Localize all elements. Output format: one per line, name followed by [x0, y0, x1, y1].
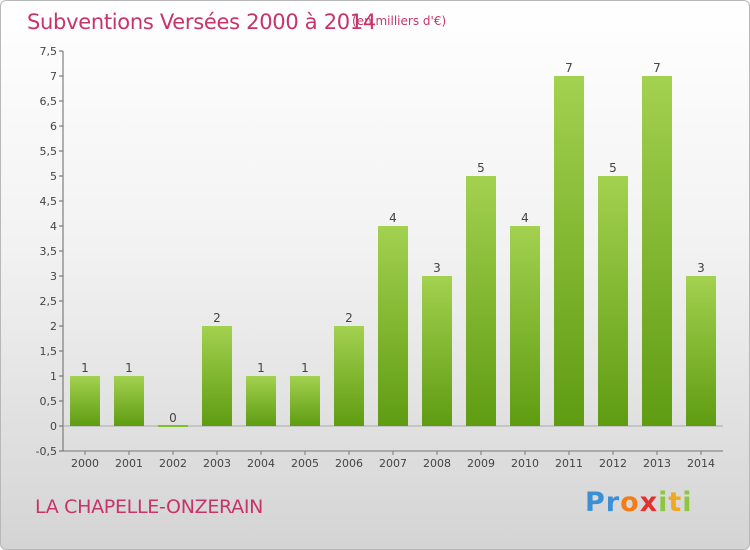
- x-tick-label: 2011: [555, 457, 583, 470]
- logo-letter: o: [620, 487, 640, 518]
- y-tick-label: 7,5: [40, 45, 58, 58]
- logo-letter: i: [658, 487, 669, 518]
- bar: [598, 176, 628, 426]
- x-tick-label: 2003: [203, 457, 231, 470]
- data-label: 1: [301, 361, 309, 375]
- data-label: 7: [653, 61, 661, 75]
- unit-note: (en milliers d'€): [352, 14, 447, 28]
- x-tick-label: 2000: [71, 457, 99, 470]
- data-label: 4: [521, 211, 529, 225]
- data-label: 2: [345, 311, 353, 325]
- y-tick-label: 6: [50, 120, 57, 133]
- y-tick-label: 7: [50, 70, 57, 83]
- data-label: 0: [169, 411, 177, 425]
- bar: [290, 376, 320, 426]
- x-tick-label: 2006: [335, 457, 363, 470]
- y-tick-label: 2,5: [40, 295, 58, 308]
- bar: [466, 176, 496, 426]
- bars: [70, 76, 716, 427]
- y-tick-label: 6,5: [40, 95, 58, 108]
- bar: [202, 326, 232, 426]
- y-tick-label: 0: [50, 420, 57, 433]
- y-tick-label: 0,5: [40, 395, 58, 408]
- logo-letter: t: [668, 487, 683, 518]
- x-tick-label: 2001: [115, 457, 143, 470]
- x-tick-label: 2009: [467, 457, 495, 470]
- x-tick-label: 2014: [687, 457, 715, 470]
- bar: [114, 376, 144, 426]
- x-tick-label: 2004: [247, 457, 275, 470]
- data-label: 3: [433, 261, 441, 275]
- bar: [642, 76, 672, 426]
- bar: [686, 276, 716, 426]
- data-label: 7: [565, 61, 573, 75]
- logo-letter: r: [605, 487, 621, 518]
- data-label: 5: [609, 161, 617, 175]
- y-tick-label: -0,5: [36, 445, 57, 458]
- y-tick-label: 5: [50, 170, 57, 183]
- logo-letter: P: [585, 487, 606, 518]
- y-tick-label: 1: [50, 370, 57, 383]
- y-tick-label: 3: [50, 270, 57, 283]
- bar: [378, 226, 408, 426]
- bar: [158, 425, 188, 427]
- data-label: 1: [81, 361, 89, 375]
- bar: [554, 76, 584, 426]
- bar: [510, 226, 540, 426]
- x-tick-label: 2010: [511, 457, 539, 470]
- logo-letter: i: [682, 487, 693, 518]
- data-label: 1: [257, 361, 265, 375]
- x-tick-label: 2012: [599, 457, 627, 470]
- data-label: 5: [477, 161, 485, 175]
- axes: -0,5 0 0,5 1 1,5 2 2,5 3 3,5 4 4,5 5 5,5 6 6,5 7 7,5 2000…: [36, 45, 723, 470]
- bar: [334, 326, 364, 426]
- x-tick-label: 2007: [379, 457, 407, 470]
- x-tick-label: 2008: [423, 457, 451, 470]
- data-label: 2: [213, 311, 221, 325]
- data-label: 3: [697, 261, 705, 275]
- y-tick-label: 4: [50, 220, 57, 233]
- proxiti-logo: Proxiti: [585, 487, 693, 518]
- y-tick-label: 3,5: [40, 245, 58, 258]
- bar: [422, 276, 452, 426]
- data-label: 4: [389, 211, 397, 225]
- bar: [70, 376, 100, 426]
- commune-name: LA CHAPELLE-ONZERAIN: [35, 496, 264, 518]
- x-tick-label: 2005: [291, 457, 319, 470]
- logo-letter: x: [639, 487, 659, 518]
- data-labels: 1 1 0 2 1 1 2 4 3 5 4 7 5 7 3: [81, 61, 705, 425]
- bar: [246, 376, 276, 426]
- y-tick-label: 2: [50, 320, 57, 333]
- chart-title: Subventions Versées 2000 à 2014: [27, 10, 376, 34]
- y-tick-label: 1,5: [40, 345, 58, 358]
- data-label: 1: [125, 361, 133, 375]
- y-tick-label: 5,5: [40, 145, 58, 158]
- y-tick-label: 4,5: [40, 195, 58, 208]
- x-tick-label: 2013: [643, 457, 671, 470]
- x-tick-label: 2002: [159, 457, 187, 470]
